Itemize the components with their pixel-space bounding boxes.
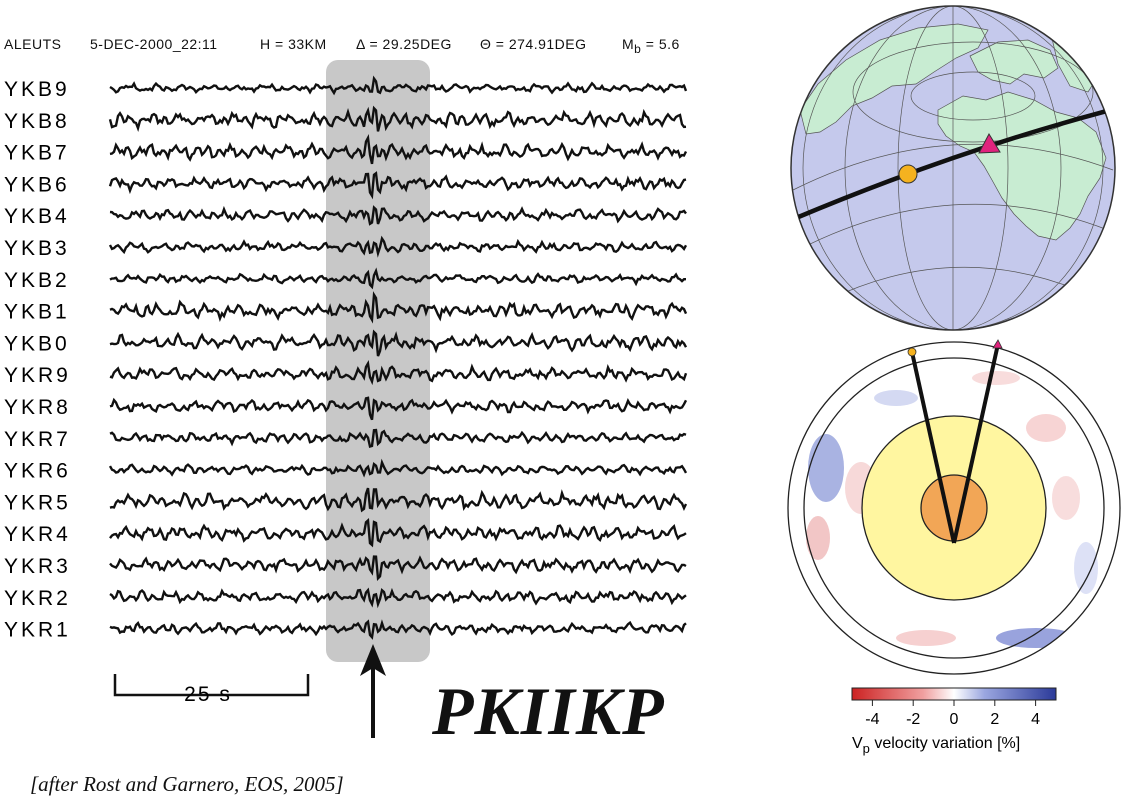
inner-core xyxy=(920,474,988,542)
station-label: YKR2 xyxy=(4,587,71,610)
event-marker xyxy=(898,164,918,184)
phase-label: PKIIKP xyxy=(432,673,665,749)
station-label: YKB1 xyxy=(4,301,70,324)
phase-arrow xyxy=(360,644,386,738)
colorbar-tick-label: 0 xyxy=(950,711,959,728)
seismogram-trace xyxy=(109,587,687,609)
station-label: YKB9 xyxy=(4,78,70,101)
colorbar-gradient xyxy=(851,687,1057,701)
event-header: ALEUTS 5-DEC-2000_22:11 H = 33KM Δ = 29.… xyxy=(4,36,704,58)
scale-bar xyxy=(113,674,310,697)
citation: [after Rost and Garnero, EOS, 2005] xyxy=(30,772,344,796)
seismogram-trace xyxy=(109,133,688,165)
depth-label: H = 33KM xyxy=(260,36,327,52)
seismogram-trace xyxy=(108,458,688,478)
trace-group: YKB9 YKB8 YKB7 YKB6 YKB4 YKB3 YKB2 YKB1 YKB0 YKR9… xyxy=(4,75,688,642)
scale-bar-label: 25 s xyxy=(184,683,232,706)
cross-section-event xyxy=(907,347,917,357)
station-label: YKB7 xyxy=(4,142,70,165)
seismogram-trace xyxy=(109,428,687,449)
colorbar-ticks: -4 -2 0 2 4 xyxy=(865,700,1040,728)
station-label: YKB8 xyxy=(4,110,70,133)
station-label: YKR9 xyxy=(4,364,71,387)
station-label: YKB2 xyxy=(4,269,70,292)
colorbar-label: Vp velocity variation [%] xyxy=(852,735,1020,756)
seismogram-trace xyxy=(108,171,687,200)
earth-cross-section xyxy=(787,339,1121,675)
station-label: YKB6 xyxy=(4,173,70,196)
seismogram-trace xyxy=(109,619,687,640)
station-label: YKR3 xyxy=(4,555,71,578)
seismogram-trace xyxy=(109,555,687,581)
landmass-asia xyxy=(799,23,989,135)
seismogram-trace xyxy=(109,75,688,96)
station-label: YKR5 xyxy=(4,491,71,514)
ray-path xyxy=(910,343,1000,544)
seismogram-trace xyxy=(109,396,688,421)
seismogram-trace xyxy=(108,105,687,132)
seismogram-trace xyxy=(109,517,687,548)
colorbar-tick-label: -4 xyxy=(865,711,879,728)
seismogram-trace xyxy=(109,359,688,386)
velocity-colorbar: -4 -2 0 2 4 Vp velocity variation [%] xyxy=(851,687,1057,756)
date-label: 5-DEC-2000_22:11 xyxy=(90,36,218,52)
colorbar-tick-label: -2 xyxy=(906,711,920,728)
station-label: YKR1 xyxy=(4,619,71,642)
cross-section-station xyxy=(992,339,1003,349)
station-label: YKR6 xyxy=(4,460,71,483)
seismogram-trace xyxy=(108,235,688,258)
seismogram-trace xyxy=(109,205,687,226)
great-circle-path xyxy=(795,105,1115,221)
seismogram-panel: YKB9 YKB8 YKB7 YKB6 YKB4 YKB3 YKB2 YKB1 YKB0 YKR9… xyxy=(4,60,688,738)
seismogram-trace xyxy=(109,291,688,324)
colorbar-tick-label: 2 xyxy=(990,711,999,728)
pkiikp-time-window xyxy=(326,60,430,662)
station-label: YKR4 xyxy=(4,523,71,546)
colorbar-tick-label: 4 xyxy=(1031,711,1040,728)
station-label: YKB4 xyxy=(4,205,70,228)
seismogram-trace xyxy=(109,267,686,290)
station-marker xyxy=(978,132,1001,154)
seismogram-trace xyxy=(109,329,688,357)
station-label: YKR7 xyxy=(4,428,71,451)
magnitude-label: Mb = 5.6 xyxy=(622,36,680,56)
station-label: YKR8 xyxy=(4,396,71,419)
graticule xyxy=(792,6,1114,330)
globe-map xyxy=(790,5,1116,331)
seismogram-trace xyxy=(109,487,688,513)
station-label: YKB3 xyxy=(4,237,70,260)
station-label: YKB0 xyxy=(4,332,70,355)
azimuth-label: Θ = 274.91DEG xyxy=(480,36,587,52)
distance-label: Δ = 29.25DEG xyxy=(356,36,452,52)
region-label: ALEUTS xyxy=(4,36,62,52)
